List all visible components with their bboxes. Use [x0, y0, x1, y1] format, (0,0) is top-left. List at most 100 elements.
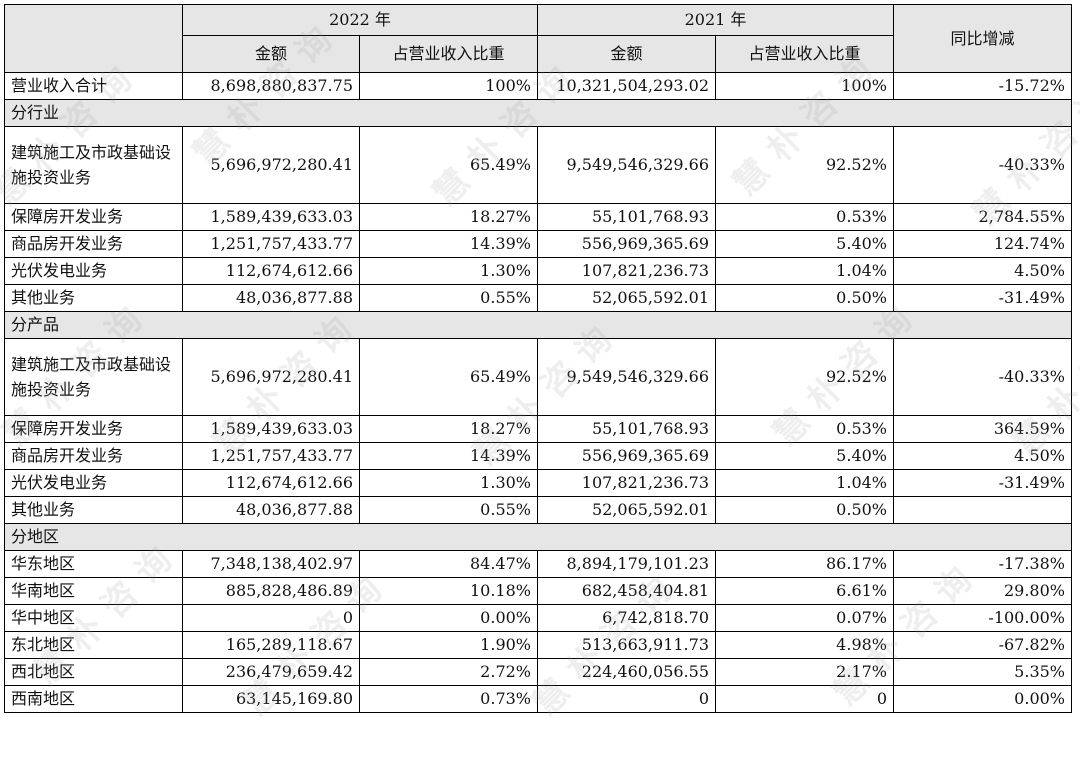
section-header-row: 分产品 — [4, 311, 1072, 339]
cell-amount-2021: 556,969,365.69 — [537, 230, 716, 258]
cell-ratio-2021: 4.98% — [715, 631, 894, 659]
cell-amount-2022: 5,696,972,280.41 — [182, 126, 360, 204]
row-label: 保障房开发业务 — [4, 203, 183, 231]
cell-yoy: 4.50% — [893, 442, 1072, 470]
section-title: 分产品 — [4, 311, 1072, 339]
cell-yoy: -67.82% — [893, 631, 1072, 659]
cell-amount-2022: 885,828,486.89 — [182, 577, 360, 605]
cell-amount-2022: 0 — [182, 604, 360, 632]
cell-amount-2022: 5,696,972,280.41 — [182, 338, 360, 416]
table-row: 商品房开发业务 1,251,757,433.77 14.39% 556,969,365… — [4, 442, 1072, 470]
cell-amount-2021: 8,894,179,101.23 — [537, 550, 716, 578]
cell-ratio-2022: 0.73% — [359, 685, 538, 713]
cell-amount-2021: 55,101,768.93 — [537, 415, 716, 443]
cell-ratio-2021: 0.53% — [715, 415, 894, 443]
cell-amount-2021: 52,065,592.01 — [537, 496, 716, 524]
cell-yoy: 124.74% — [893, 230, 1072, 258]
header-amount-2022: 金额 — [182, 35, 360, 73]
table-row: 西北地区 236,479,659.42 2.72% 224,460,056.55 2.1… — [4, 658, 1072, 686]
cell-ratio-2021: 0.07% — [715, 604, 894, 632]
total-ratio-2022: 100% — [359, 72, 538, 100]
table-row: 其他业务 48,036,877.88 0.55% 52,065,592.01 0.50% — [4, 496, 1072, 524]
cell-ratio-2022: 14.39% — [359, 442, 538, 470]
table-row: 华中地区 0 0.00% 6,742,818.70 0.07% -100.00% — [4, 604, 1072, 632]
row-label: 华东地区 — [4, 550, 183, 578]
cell-yoy: 2,784.55% — [893, 203, 1072, 231]
cell-yoy: 4.50% — [893, 257, 1072, 285]
table-row: 光伏发电业务 112,674,612.66 1.30% 107,821,236.73 1… — [4, 469, 1072, 497]
total-amount-2021: 10,321,504,293.02 — [537, 72, 716, 100]
cell-yoy — [893, 496, 1072, 524]
cell-yoy: -40.33% — [893, 126, 1072, 204]
cell-ratio-2021: 86.17% — [715, 550, 894, 578]
row-label: 西北地区 — [4, 658, 183, 686]
revenue-breakdown-table: 2022 年 2021 年 同比增减 金额 占营业收入比重 金额 占营业收入比重… — [4, 4, 1072, 713]
cell-amount-2021: 513,663,911.73 — [537, 631, 716, 659]
cell-amount-2021: 224,460,056.55 — [537, 658, 716, 686]
cell-yoy: 364.59% — [893, 415, 1072, 443]
table-row: 华南地区 885,828,486.89 10.18% 682,458,404.81 6.… — [4, 577, 1072, 605]
row-label: 商品房开发业务 — [4, 442, 183, 470]
header-ratio-2022: 占营业收入比重 — [359, 35, 538, 73]
cell-ratio-2022: 10.18% — [359, 577, 538, 605]
cell-ratio-2022: 14.39% — [359, 230, 538, 258]
cell-ratio-2022: 0.00% — [359, 604, 538, 632]
total-yoy: -15.72% — [893, 72, 1072, 100]
cell-ratio-2021: 1.04% — [715, 469, 894, 497]
header-year-2022: 2022 年 — [182, 4, 538, 36]
cell-amount-2021: 107,821,236.73 — [537, 257, 716, 285]
cell-amount-2022: 1,589,439,633.03 — [182, 203, 360, 231]
cell-amount-2022: 63,145,169.80 — [182, 685, 360, 713]
header-corner-cell — [4, 4, 183, 73]
section-title: 分地区 — [4, 523, 1072, 551]
row-label: 光伏发电业务 — [4, 469, 183, 497]
cell-amount-2021: 0 — [537, 685, 716, 713]
cell-ratio-2022: 65.49% — [359, 338, 538, 416]
table-row: 华东地区 7,348,138,402.97 84.47% 8,894,179,101.… — [4, 550, 1072, 578]
table-row: 保障房开发业务 1,589,439,633.03 18.27% 55,101,768.… — [4, 203, 1072, 231]
cell-yoy: -100.00% — [893, 604, 1072, 632]
cell-amount-2021: 9,549,546,329.66 — [537, 126, 716, 204]
cell-ratio-2022: 18.27% — [359, 203, 538, 231]
cell-amount-2022: 236,479,659.42 — [182, 658, 360, 686]
row-label: 保障房开发业务 — [4, 415, 183, 443]
table-row: 其他业务 48,036,877.88 0.55% 52,065,592.01 0.50%… — [4, 284, 1072, 312]
cell-ratio-2021: 5.40% — [715, 230, 894, 258]
cell-amount-2022: 48,036,877.88 — [182, 496, 360, 524]
cell-yoy: 29.80% — [893, 577, 1072, 605]
row-label: 其他业务 — [4, 284, 183, 312]
cell-amount-2021: 6,742,818.70 — [537, 604, 716, 632]
cell-ratio-2021: 1.04% — [715, 257, 894, 285]
row-label: 商品房开发业务 — [4, 230, 183, 258]
total-row: 营业收入合计 8,698,880,837.75 100% 10,321,504,… — [4, 72, 1072, 100]
header-yoy: 同比增减 — [893, 4, 1072, 73]
cell-amount-2021: 682,458,404.81 — [537, 577, 716, 605]
table-row: 保障房开发业务 1,589,439,633.03 18.27% 55,101,768.… — [4, 415, 1072, 443]
row-label: 华中地区 — [4, 604, 183, 632]
cell-ratio-2021: 2.17% — [715, 658, 894, 686]
cell-amount-2021: 52,065,592.01 — [537, 284, 716, 312]
cell-ratio-2022: 18.27% — [359, 415, 538, 443]
cell-yoy: -31.49% — [893, 469, 1072, 497]
cell-yoy: 0.00% — [893, 685, 1072, 713]
section-title: 分行业 — [4, 99, 1072, 127]
cell-ratio-2021: 0 — [715, 685, 894, 713]
header-year-2021: 2021 年 — [537, 4, 894, 36]
cell-ratio-2021: 0.53% — [715, 203, 894, 231]
total-ratio-2021: 100% — [715, 72, 894, 100]
row-label: 西南地区 — [4, 685, 183, 713]
cell-ratio-2021: 6.61% — [715, 577, 894, 605]
header-amount-2021: 金额 — [537, 35, 716, 73]
cell-yoy: -31.49% — [893, 284, 1072, 312]
table-row: 建筑施工及市政基础设施投资业务 5,696,972,280.41 65.49% 9,5… — [4, 126, 1072, 204]
cell-ratio-2021: 5.40% — [715, 442, 894, 470]
section-header-row: 分地区 — [4, 523, 1072, 551]
cell-yoy: -40.33% — [893, 338, 1072, 416]
header-ratio-2021: 占营业收入比重 — [715, 35, 894, 73]
row-label: 光伏发电业务 — [4, 257, 183, 285]
cell-ratio-2021: 0.50% — [715, 284, 894, 312]
row-label: 建筑施工及市政基础设施投资业务 — [4, 338, 183, 416]
table-row: 光伏发电业务 112,674,612.66 1.30% 107,821,236.73 1… — [4, 257, 1072, 285]
cell-amount-2022: 1,251,757,433.77 — [182, 442, 360, 470]
cell-amount-2022: 165,289,118.67 — [182, 631, 360, 659]
